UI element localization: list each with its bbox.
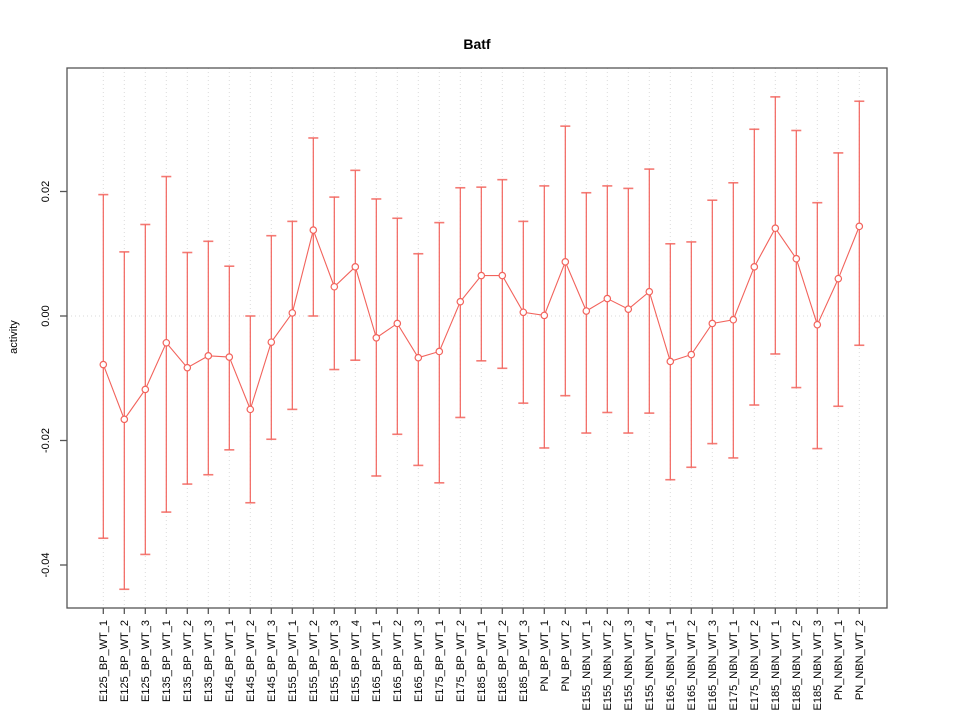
chart-title: Batf <box>463 36 491 52</box>
x-tick-label: E165_BP_WT_3 <box>413 620 425 702</box>
x-tick-label: E155_BP_WT_1 <box>287 620 299 702</box>
x-tick-label: E175_BP_WT_2 <box>455 620 467 702</box>
data-point <box>330 282 339 291</box>
x-tick-label: E145_BP_WT_2 <box>245 620 257 702</box>
x-tick-label: E145_BP_WT_3 <box>266 620 278 702</box>
x-tick-label: E155_BP_WT_3 <box>329 620 341 702</box>
x-tick-label: E155_NBN_WT_1 <box>581 620 593 711</box>
x-tick-label: E175_NBN_WT_2 <box>749 620 761 711</box>
data-point <box>603 294 612 303</box>
x-tick-label: E185_NBN_WT_3 <box>812 620 824 711</box>
x-tick-label: E155_BP_WT_2 <box>308 620 320 702</box>
data-point <box>120 415 129 424</box>
x-tick-label: E165_BP_WT_1 <box>371 620 383 702</box>
data-point <box>561 258 570 266</box>
data-point <box>267 338 276 346</box>
data-point <box>183 363 192 372</box>
data-point <box>414 353 423 362</box>
data-point <box>687 350 696 359</box>
data-point <box>393 319 402 328</box>
x-tick-label: E135_BP_WT_3 <box>203 620 215 702</box>
x-tick-label: E135_BP_WT_1 <box>161 620 173 702</box>
data-point <box>750 263 759 271</box>
x-tick-label: E185_NBN_WT_2 <box>791 620 803 711</box>
data-point <box>813 320 822 329</box>
data-point <box>540 311 549 320</box>
x-tick-label: PN_BP_WT_2 <box>560 620 572 692</box>
x-tick-label: E165_NBN_WT_3 <box>707 620 719 711</box>
y-tick-label: -0.04 <box>40 552 52 577</box>
y-tick-label: -0.02 <box>40 428 52 453</box>
data-point <box>309 226 318 234</box>
data-point <box>435 347 444 356</box>
x-tick-label: E185_BP_WT_3 <box>518 620 530 702</box>
x-tick-label: E185_BP_WT_1 <box>476 620 488 702</box>
x-tick-label: E185_BP_WT_2 <box>497 620 509 702</box>
x-tick-label: E135_BP_WT_2 <box>182 620 194 702</box>
data-point <box>834 274 843 283</box>
data-point <box>624 305 633 313</box>
data-point <box>771 224 780 233</box>
x-tick-label: E165_NBN_WT_1 <box>665 620 677 711</box>
data-point <box>855 222 864 231</box>
data-point <box>225 353 234 361</box>
data-point <box>141 385 150 394</box>
data-point <box>519 308 528 317</box>
data-point <box>792 254 801 263</box>
x-tick-label: E145_BP_WT_1 <box>224 620 236 702</box>
x-tick-label: PN_NBN_WT_2 <box>854 620 866 700</box>
x-tick-label: E155_NBN_WT_3 <box>623 620 635 711</box>
data-point <box>288 309 297 317</box>
x-tick-label: E155_NBN_WT_4 <box>644 620 656 711</box>
x-tick-label: E165_BP_WT_2 <box>392 620 404 702</box>
data-point <box>99 360 108 369</box>
data-point <box>456 297 465 306</box>
x-tick-label: E185_NBN_WT_1 <box>770 620 782 711</box>
data-point <box>246 405 255 414</box>
plot-box <box>66 67 888 609</box>
y-tick-label: 0.00 <box>40 305 52 326</box>
x-tick-label: E155_BP_WT_4 <box>350 620 362 702</box>
data-point <box>477 271 486 280</box>
data-point <box>162 338 171 347</box>
x-tick-label: PN_BP_WT_1 <box>539 620 551 692</box>
data-point <box>498 271 507 280</box>
data-point <box>708 319 717 328</box>
x-tick-label: E125_BP_WT_1 <box>98 620 110 702</box>
data-point <box>351 263 360 271</box>
data-point <box>666 357 675 366</box>
data-point <box>729 315 738 324</box>
x-tick-label: E165_NBN_WT_2 <box>686 620 698 711</box>
data-point <box>372 333 381 342</box>
data-point <box>645 287 654 296</box>
x-tick-label: E125_BP_WT_3 <box>140 620 152 702</box>
y-tick-label: 0.02 <box>40 181 52 202</box>
x-tick-label: E175_NBN_WT_1 <box>728 620 740 711</box>
x-tick-label: PN_NBN_WT_1 <box>833 620 845 700</box>
x-tick-label: E125_BP_WT_2 <box>119 620 131 702</box>
x-tick-label: E155_NBN_WT_2 <box>602 620 614 711</box>
data-point <box>204 352 213 360</box>
data-point <box>582 307 591 315</box>
x-tick-label: E175_BP_WT_1 <box>434 620 446 702</box>
